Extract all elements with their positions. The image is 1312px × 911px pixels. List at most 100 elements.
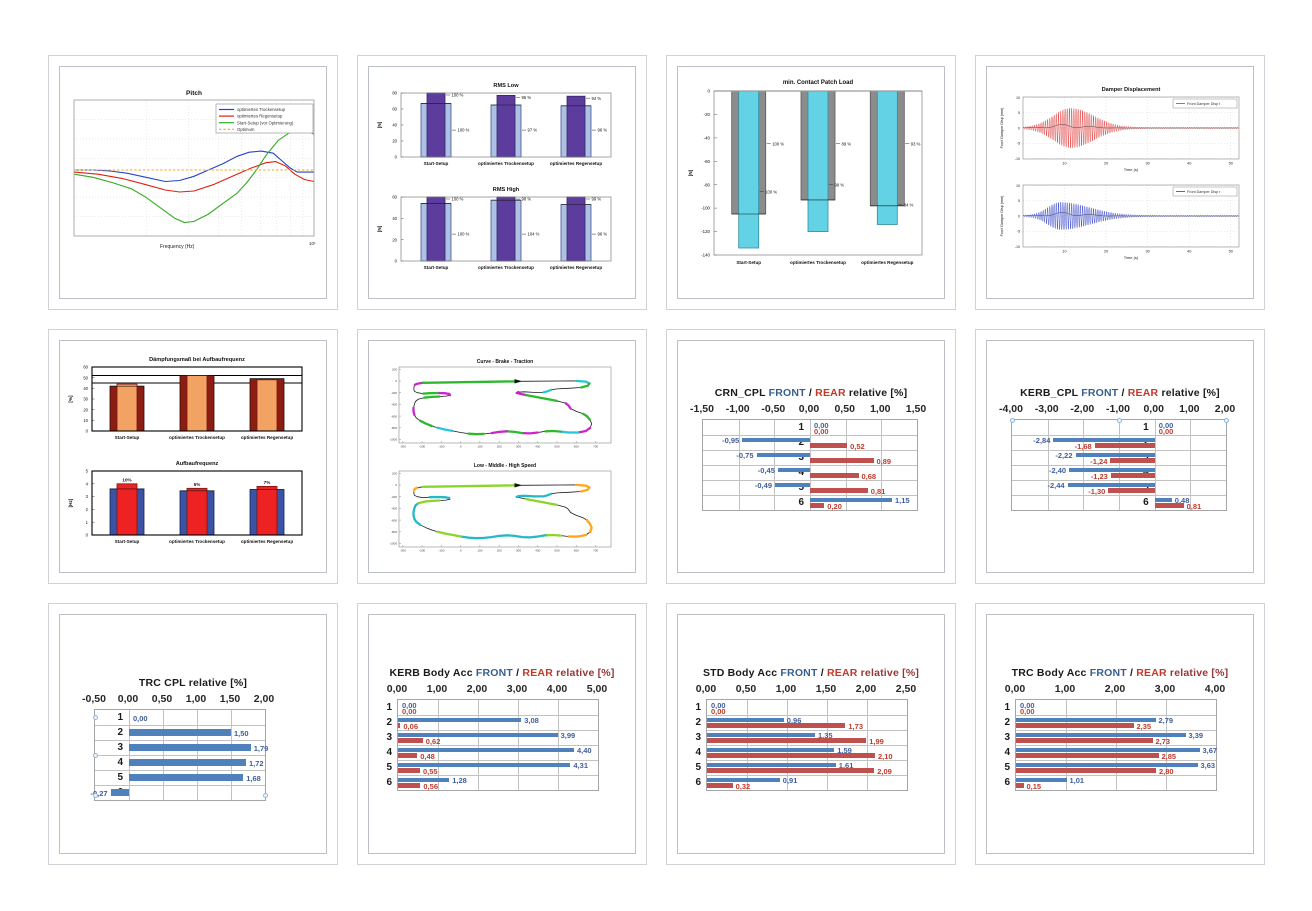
bar-rear <box>398 738 423 743</box>
track-segment <box>544 429 563 433</box>
axis-tick-label: -1,50 <box>690 403 714 415</box>
chart-title: STD Body Acc FRONT / REAR relative [%] <box>702 667 920 679</box>
card-rms[interactable]: RMS Low 0 20 40 60 80 100 % 100 % Start-Setup 95 … <box>357 55 647 310</box>
axis-tick-label: 1,00 <box>185 693 207 705</box>
card-damper[interactable]: Damper Displacement 10 20 30 40 50 10 5 0 -5 -10 Fr… <box>975 55 1265 310</box>
selection-handle[interactable] <box>1009 417 1015 423</box>
axis-tick-label: -0,50 <box>761 403 786 415</box>
y-tick-label: 1 <box>86 520 89 525</box>
value-label-rear: 0,06 <box>403 722 418 731</box>
value-label-front: 4,40 <box>577 745 592 755</box>
category-label: 1 <box>117 711 123 723</box>
y-tick-label: 0 <box>708 89 711 94</box>
selection-handle[interactable] <box>1223 417 1229 423</box>
card-trc_cpl[interactable]: TRC CPL relative [%] -0,50 0,00 0,50 1,00 1,5… <box>48 603 338 865</box>
card-crn_cpl[interactable]: CRN_CPL FRONT / REAR relative [%] -1,50 -1… <box>666 329 956 584</box>
bar-rear <box>1016 753 1159 758</box>
selection-handle[interactable] <box>92 752 98 758</box>
selection-handle[interactable] <box>92 793 98 798</box>
value-label-rear: 1,73 <box>848 722 863 731</box>
value-label-front: 1,50 <box>234 728 249 738</box>
track-outline <box>413 380 593 435</box>
selection-handle[interactable] <box>92 714 98 720</box>
card-pitch[interactable]: optimiertes Trockensetup optimiertes Rege… <box>48 55 338 310</box>
plot-area: 1 0,00 0,00 2 2,79 2,35 3 3,39 2,73 4 3,67 2,85 5 3,6… <box>1004 699 1217 791</box>
x-axis-label: Time (s) <box>1124 255 1139 260</box>
bar-front <box>777 467 810 472</box>
track-segment <box>412 486 419 493</box>
y-tick-label: 20 <box>392 139 397 144</box>
category-label: optimiertes Regensetup <box>241 435 294 440</box>
pitch-series-0 <box>74 150 314 183</box>
card-kerb_body[interactable]: KERB Body Acc FRONT / REAR relative [%] 0… <box>357 603 647 865</box>
x-tick-label: 0 <box>460 549 462 553</box>
category-label: Start-Setup <box>736 260 761 265</box>
bar-front <box>707 762 836 767</box>
narrow-bar <box>496 196 516 262</box>
selection-handle[interactable] <box>262 793 268 798</box>
value-label-rear: 0,20 <box>827 502 842 511</box>
axis-tick-label: 2,50 <box>895 683 917 695</box>
wide-bar-label: 104 % <box>528 232 540 237</box>
category-label: 5 <box>386 761 392 773</box>
narrow-bar-label: 95 % <box>522 95 532 100</box>
bar-front <box>756 452 810 457</box>
card-kerb_cpl[interactable]: KERB_CPL FRONT / REAR relative [%] -4,00-… <box>975 329 1265 584</box>
card-damping[interactable]: Dämpfungsmaß bei Aufbaufrequenz 0 10 20 30 40… <box>48 329 338 584</box>
track-segment <box>412 502 422 526</box>
y-tick-label: 200 <box>392 472 397 476</box>
legend-box <box>1172 98 1238 109</box>
track-segment <box>490 430 509 435</box>
value-label-front: 0,00 <box>133 713 148 723</box>
y-tick-label: 0 <box>86 429 89 434</box>
above-bar-label: 5% <box>194 482 201 487</box>
x-tick-label: 600 <box>574 549 579 553</box>
y-tick-label: -10 <box>1015 245 1020 249</box>
legend-label: Front Damper Disp r <box>1187 190 1221 194</box>
track-segment <box>421 380 520 384</box>
value-label-rear: 0,00 <box>711 707 726 716</box>
value-label-front: 0,00 <box>814 420 829 430</box>
x-axis-end-tick: 10¹ <box>309 241 316 246</box>
value-label-rear: 0,00 <box>1020 707 1035 716</box>
selection-handle[interactable] <box>1116 417 1122 423</box>
value-label-front: 1,01 <box>1069 775 1085 785</box>
chart-frame-std_body: STD Body Acc FRONT / REAR relative [%] 0,… <box>677 614 945 854</box>
value-label-rear: -1,24 <box>1090 457 1108 466</box>
narrow-bar-label: 100 % <box>765 189 777 194</box>
axis-tick-label: 1,00 <box>1054 683 1076 695</box>
axis-tick-label: -0,50 <box>82 693 106 705</box>
bar-front <box>707 747 835 752</box>
category-label: 6 <box>1143 496 1149 508</box>
track-segment <box>436 426 455 433</box>
track-segment <box>417 499 441 505</box>
hbar-chart: KERB Body Acc FRONT / REAR relative [%] 0… <box>369 615 635 853</box>
track-segment <box>505 430 524 435</box>
track-segment <box>585 518 593 533</box>
category-label: 1 <box>695 701 701 713</box>
y-axis-label: [N] <box>688 169 693 176</box>
card-trc_body[interactable]: TRC Body Acc FRONT / REAR relative [%] 0,… <box>975 603 1265 865</box>
category-label: 5 <box>117 771 123 783</box>
category-label: 1 <box>798 421 804 433</box>
card-std_body[interactable]: STD Body Acc FRONT / REAR relative [%] 0,… <box>666 603 956 865</box>
y-tick-label: -80 <box>704 182 711 187</box>
category-label: 6 <box>386 776 392 788</box>
card-track[interactable]: Curve - Brake - Traction -300 -200 -100 0 100… <box>357 329 647 584</box>
card-cpl[interactable]: min. Contact Patch Load 0 -20 -40 -60 -80 -100… <box>666 55 956 310</box>
pitch-chart: optimiertes Trockensetup optimiertes Rege… <box>73 90 316 250</box>
track-segment <box>412 406 416 417</box>
pitch-series-2 <box>73 127 315 224</box>
bar-rear <box>398 768 420 773</box>
track-segment <box>422 395 441 399</box>
value-label-front: 3,08 <box>524 715 539 725</box>
bar-front <box>398 732 558 737</box>
subplot-title: Low - Middle - High Speed <box>474 463 536 469</box>
wide-bar-label: 93 % <box>911 141 921 146</box>
value-label-rear: 0,56 <box>423 782 438 791</box>
bar-rear <box>810 473 859 478</box>
bar-rear <box>1108 488 1155 493</box>
x-axis: 0,00 1,00 2,00 3,00 4,00 <box>1005 683 1225 697</box>
y-tick-label: -1000 <box>389 438 397 442</box>
